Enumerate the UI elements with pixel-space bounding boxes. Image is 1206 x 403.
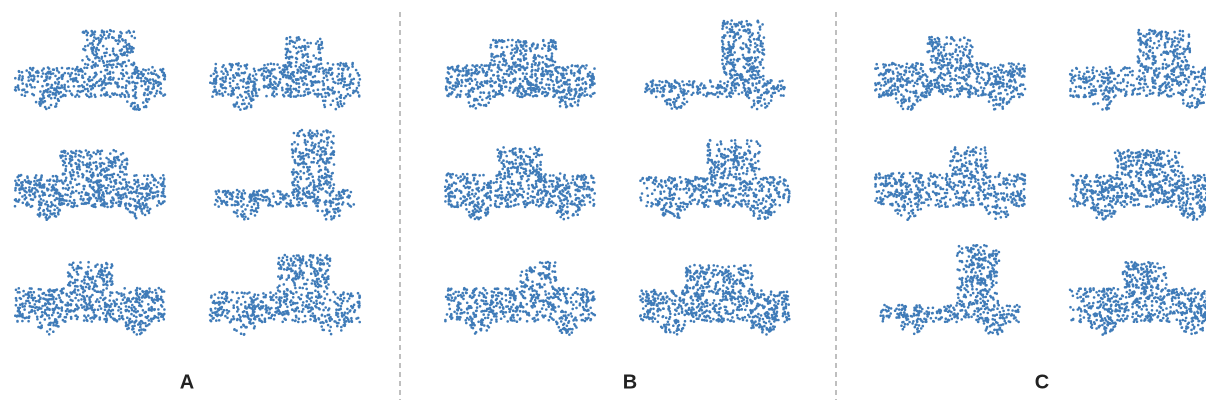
panel-label: B: [623, 371, 637, 393]
truck-point-cloud: [645, 21, 784, 110]
truck-point-cloud: [881, 245, 1020, 334]
truck-point-cloud: [15, 30, 165, 110]
point-clouds: [15, 21, 1206, 335]
figure: A B C: [0, 0, 1206, 403]
truck-point-cloud: [210, 37, 360, 109]
panel-label: A: [180, 371, 194, 393]
truck-point-cloud: [15, 150, 165, 220]
truck-point-cloud: [641, 140, 790, 219]
truck-point-cloud: [875, 147, 1025, 219]
truck-point-cloud: [1070, 150, 1206, 219]
truck-point-cloud: [215, 130, 354, 219]
truck-point-cloud: [640, 265, 789, 334]
truck-point-cloud: [1070, 262, 1206, 335]
panel-label: C: [1035, 371, 1049, 393]
truck-point-cloud: [210, 255, 360, 335]
truck-point-cloud: [875, 37, 1025, 109]
truck-point-cloud: [446, 40, 594, 108]
truck-point-cloud: [445, 262, 594, 335]
truck-point-cloud: [445, 147, 595, 219]
truck-point-cloud: [1070, 30, 1206, 109]
truck-point-cloud: [15, 262, 164, 334]
